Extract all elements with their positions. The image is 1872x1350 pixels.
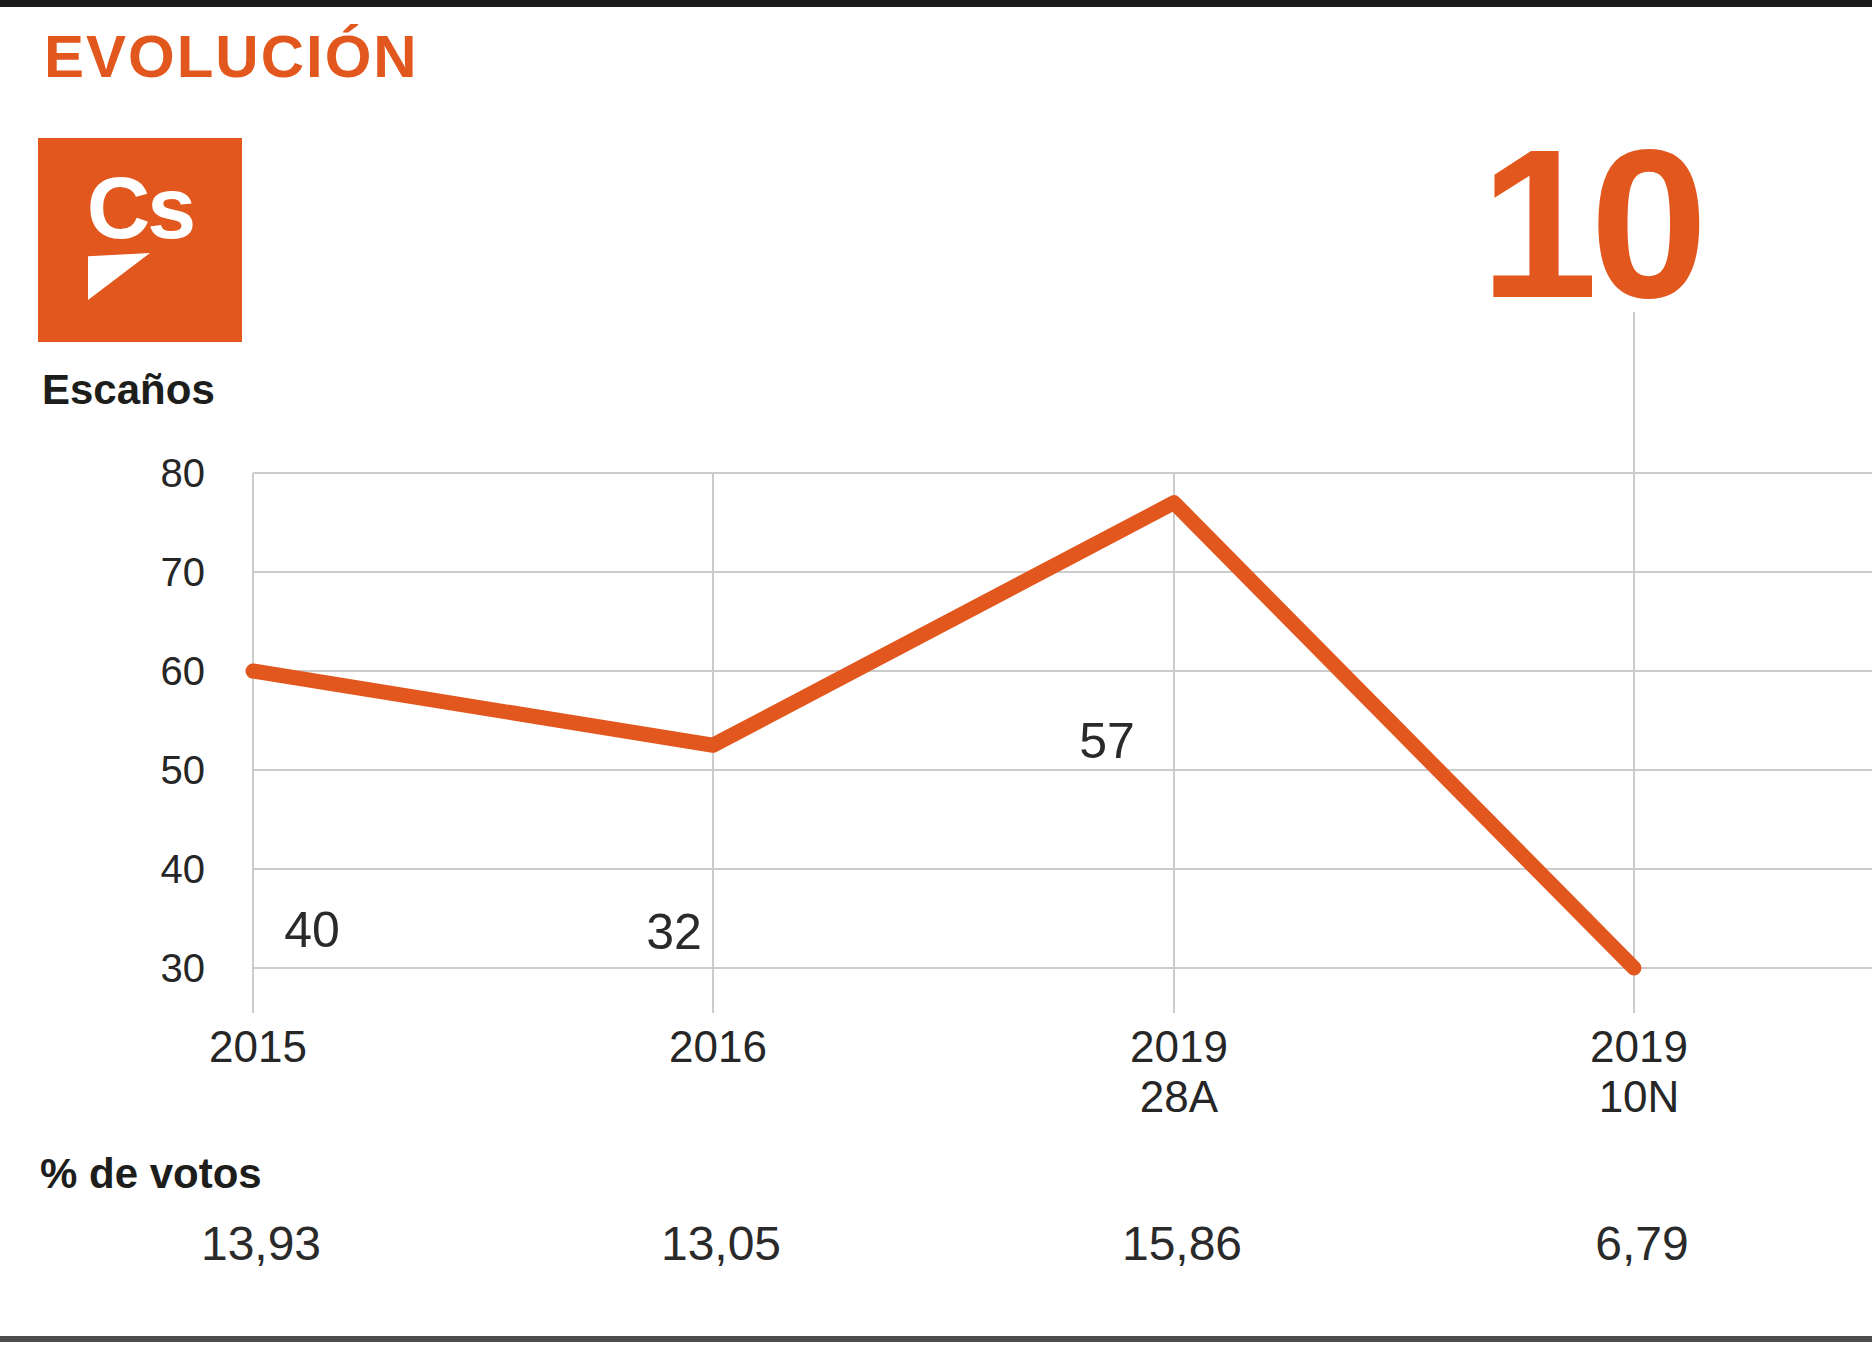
chart-svg <box>0 0 1872 1350</box>
x-axis-tick-label: 2016 <box>608 1022 828 1072</box>
seat-value-label-line: 32 <box>594 902 754 962</box>
y-axis-tick-label-line: 80 <box>0 449 205 497</box>
y-axis-tick-label: 50 <box>0 746 205 794</box>
vote-percentage-value: 6,79 <box>1532 1216 1752 1272</box>
y-axis-tick-label-line: 70 <box>0 548 205 596</box>
vote-percentage-value: 15,86 <box>1072 1216 1292 1272</box>
y-axis-tick-label: 80 <box>0 449 205 497</box>
vote-percentage-value: 13,93 <box>151 1216 371 1272</box>
seat-value-label: 32 <box>594 902 754 962</box>
x-axis-tick-label: 201910N <box>1529 1022 1749 1122</box>
vote-percentage-value-line: 15,86 <box>1072 1216 1292 1272</box>
x-axis-tick-label-line: 28A <box>1069 1072 1289 1122</box>
seat-value-label-line: 57 <box>1027 711 1187 771</box>
vote-percentage-value-line: 13,93 <box>151 1216 371 1272</box>
seat-value-label: 40 <box>232 900 392 960</box>
y-axis-tick-label: 60 <box>0 647 205 695</box>
y-axis-tick-label: 30 <box>0 944 205 992</box>
y-axis-tick-label: 70 <box>0 548 205 596</box>
y-axis-tick-label-line: 50 <box>0 746 205 794</box>
x-axis-tick-label-line: 2019 <box>1529 1022 1749 1072</box>
seat-value-label-line: 40 <box>232 900 392 960</box>
y-axis-tick-label-line: 60 <box>0 647 205 695</box>
x-axis-tick-label-line: 10N <box>1529 1072 1749 1122</box>
seat-value-label: 57 <box>1027 711 1187 771</box>
votes-row-label: % de votos <box>40 1150 262 1198</box>
vote-percentage-value-line: 13,05 <box>611 1216 831 1272</box>
x-axis-tick-label: 201928A <box>1069 1022 1289 1122</box>
x-axis-tick-label-line: 2015 <box>148 1022 368 1072</box>
x-axis-tick-label-line: 2019 <box>1069 1022 1289 1072</box>
y-axis-tick-label: 40 <box>0 845 205 893</box>
bottom-border <box>0 1336 1872 1342</box>
y-axis-tick-label-line: 30 <box>0 944 205 992</box>
infographic-canvas: EVOLUCIÓN Cs 10 Escaños % de votos 80706… <box>0 0 1872 1350</box>
vote-percentage-value: 13,05 <box>611 1216 831 1272</box>
x-axis-tick-label-line: 2016 <box>608 1022 828 1072</box>
x-axis-tick-label: 2015 <box>148 1022 368 1072</box>
vote-percentage-value-line: 6,79 <box>1532 1216 1752 1272</box>
y-axis-tick-label-line: 40 <box>0 845 205 893</box>
